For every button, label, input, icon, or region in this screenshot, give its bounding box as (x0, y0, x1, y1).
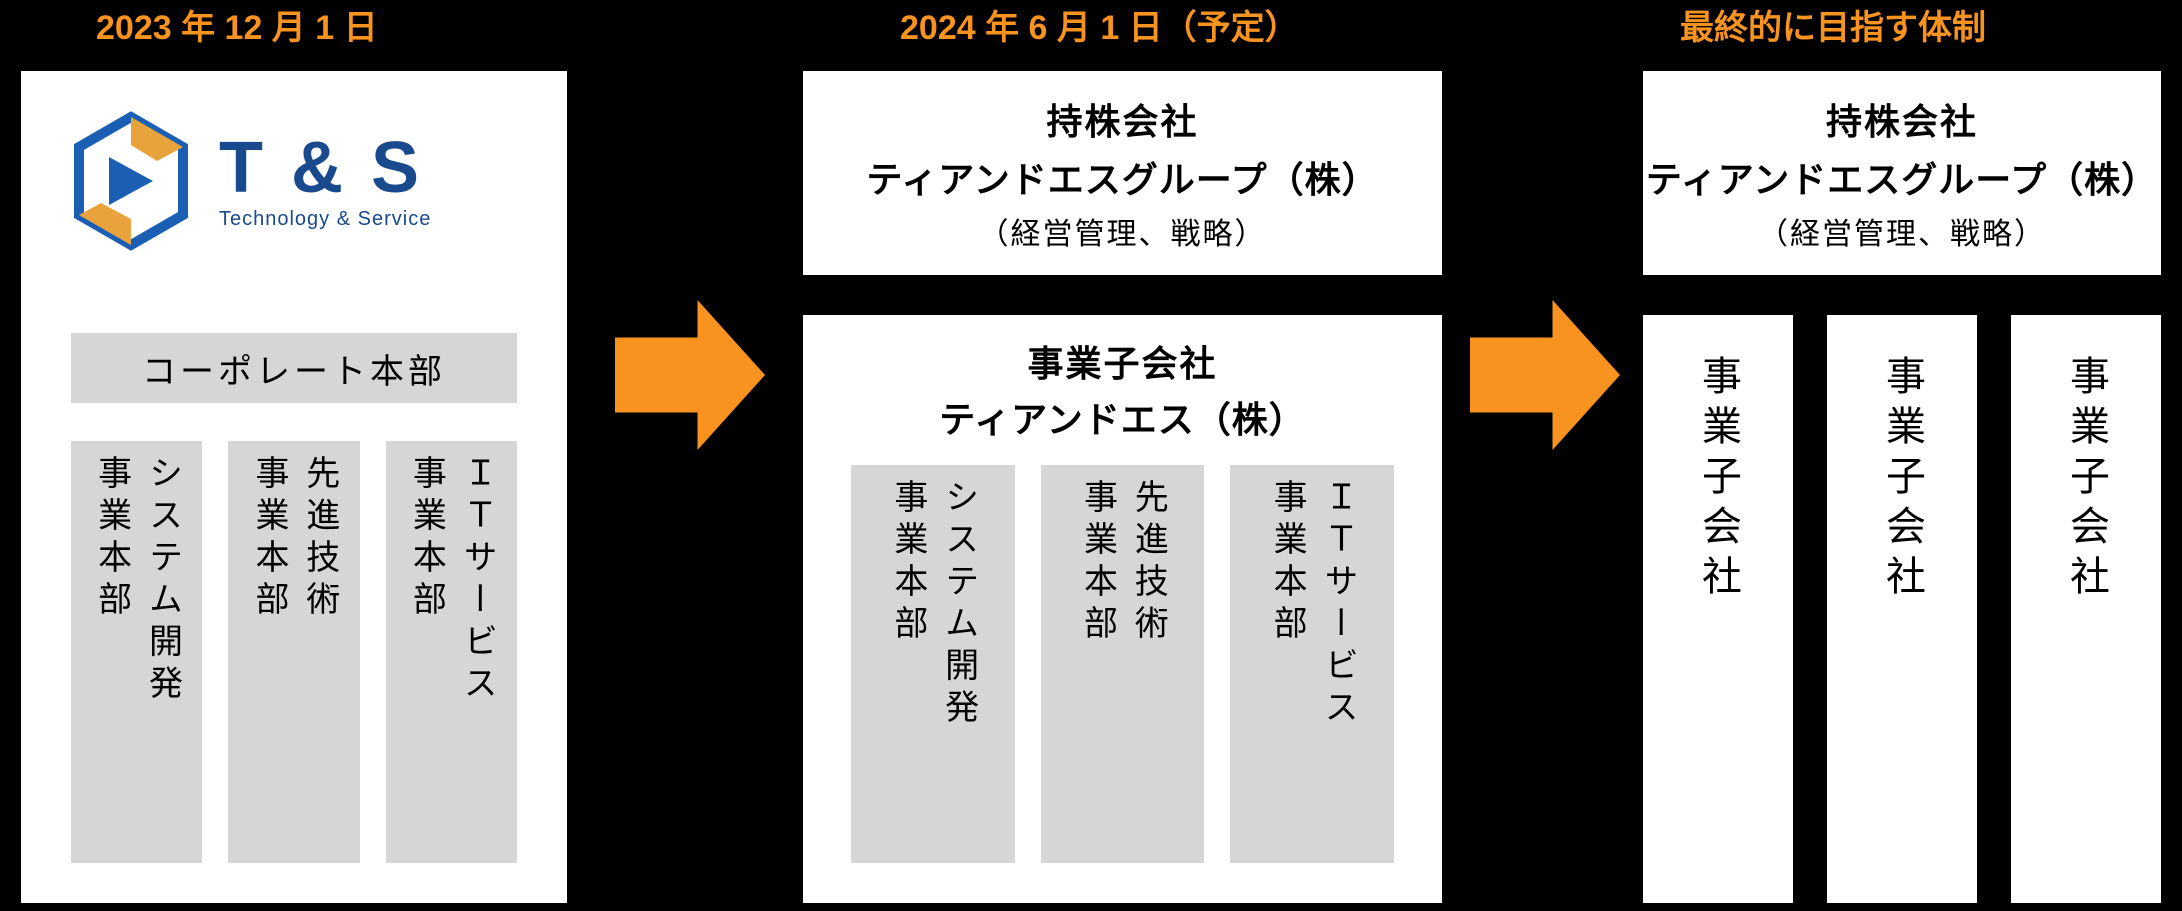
dept-box: 先進技術 事業本部 (228, 441, 359, 863)
holdings-line1: 持株会社 (1826, 93, 1978, 145)
dept-line2: 事業本部 (91, 455, 132, 863)
subsidiary-box: 事業子会社 (1824, 312, 1980, 906)
dept-box: 先進技術 事業本部 (1041, 465, 1205, 863)
dept-line1: システム開発 (938, 479, 979, 863)
holdings-line3: （経営管理、戦略） (979, 209, 1267, 253)
dept-line2: 事業本部 (248, 455, 289, 863)
company-logo: T & S Technology & Service (71, 111, 431, 251)
dept-box: システム開発 事業本部 (71, 441, 202, 863)
corporate-hq-box: コーポレート本部 (71, 333, 517, 403)
dept-box: システム開発 事業本部 (851, 465, 1015, 863)
stage1-title: 2023 年 12 月 1 日 (96, 0, 378, 49)
subsidiary-label: 事業子会社 (2062, 355, 2110, 903)
dept-line2: 事業本部 (1077, 479, 1118, 863)
dept-line2: 事業本部 (1266, 479, 1307, 863)
subsidiary-label: 事業子会社 (1878, 355, 1926, 903)
subsidiary-box: 事業子会社 (1640, 312, 1796, 906)
stage3-title: 最終的に目指す体制 (1680, 0, 1986, 49)
stage1-dept-row: システム開発 事業本部 先進技術 事業本部 ＩＴサービス 事業本部 (71, 441, 517, 863)
dept-line1: システム開発 (142, 455, 183, 863)
stage2-holdings-panel: 持株会社 ティアンドエスグループ（株） （経営管理、戦略） (800, 68, 1445, 278)
stage2-title: 2024 年 6 月 1 日（予定） (900, 0, 1299, 49)
subsidiary-box: 事業子会社 (2008, 312, 2164, 906)
logo-text: T & S Technology & Service (219, 132, 431, 231)
logo-main: T & S (219, 132, 431, 204)
dept-line2: 事業本部 (887, 479, 928, 863)
holdings-line1: 持株会社 (1046, 93, 1198, 145)
logo-sub: Technology & Service (219, 208, 431, 231)
dept-line2: 事業本部 (406, 455, 447, 863)
stage2-opco-panel: 事業子会社 ティアンドエス（株） システム開発 事業本部 先進技術 事業本部 Ｉ… (800, 312, 1445, 906)
arrow-icon (1470, 300, 1620, 450)
holdings-line2: ティアンドエスグループ（株） (866, 151, 1378, 203)
dept-line1: ＩＴサービス (1317, 479, 1358, 863)
holdings-line2: ティアンドエスグループ（株） (1646, 151, 2158, 203)
dept-line1: ＩＴサービス (456, 455, 497, 863)
logo-mark-icon (71, 111, 191, 251)
dept-line1: 先進技術 (299, 455, 340, 863)
dept-line1: 先進技術 (1128, 479, 1169, 863)
arrow-icon (610, 300, 770, 450)
dept-box: ＩＴサービス 事業本部 (386, 441, 517, 863)
opco-line1: 事業子会社 (803, 335, 1442, 387)
connector-line (1109, 278, 1137, 312)
stage2-dept-row: システム開発 事業本部 先進技術 事業本部 ＩＴサービス 事業本部 (851, 465, 1394, 863)
stage1-panel: T & S Technology & Service コーポレート本部 システム… (18, 68, 570, 906)
dept-box: ＩＴサービス 事業本部 (1230, 465, 1394, 863)
stage3-holdings-panel: 持株会社 ティアンドエスグループ（株） （経営管理、戦略） (1640, 68, 2164, 278)
holdings-line3: （経営管理、戦略） (1758, 209, 2046, 253)
opco-line2: ティアンドエス（株） (803, 391, 1442, 443)
subsidiary-label: 事業子会社 (1694, 355, 1742, 903)
